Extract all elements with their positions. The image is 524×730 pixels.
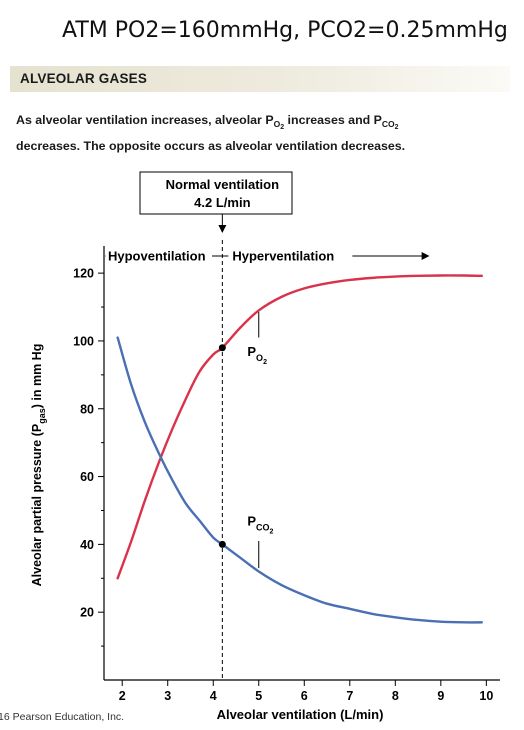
y-axis-label-pre: Alveolar partial pressure (P (30, 424, 44, 587)
x-tick-label: 3 (164, 689, 171, 703)
pco2-normal-point (218, 540, 226, 548)
chart-ticks: 2 3 4 5 6 7 8 9 10 20 40 60 80 100 120 (73, 267, 493, 703)
hypoventilation-label-bg (106, 248, 212, 264)
pco2-label-2: 2 (270, 529, 274, 536)
normal-ventilation-box (139, 171, 293, 215)
normal-ventilation-label: Normal ventilation (166, 177, 279, 192)
pco2-label-text: PCO2 (247, 514, 273, 536)
po2-label-o: O (256, 353, 263, 363)
normal-ventilation-value: 4.2 L/min (194, 195, 250, 210)
y-tick-label: 120 (73, 267, 94, 281)
chart-markers (218, 344, 226, 548)
x-tick-label: 9 (437, 689, 444, 703)
po2-label-2: 2 (263, 359, 267, 366)
ventilation-regions: Hypoventilation Hyperventilation (105, 248, 430, 264)
po2-label-text: PO2 (247, 344, 267, 366)
x-tick-label: 8 (392, 689, 399, 703)
caption-sub-co: CO (381, 119, 395, 129)
y-tick-label: 40 (80, 538, 94, 552)
section-banner: ALVEOLAR GASES (10, 66, 510, 92)
figure-caption: As alveolar ventilation increases, alveo… (16, 111, 520, 156)
po2-normal-point (218, 344, 226, 352)
hyperventilation-label-bg (228, 248, 353, 264)
y-axis-label-post: ) in mm Hg (30, 344, 44, 409)
y-axis-label: Alveolar partial pressure (Pgas) in mm H… (30, 344, 47, 587)
pco2-label-co: CO (256, 523, 270, 533)
section-banner-label: ALVEOLAR GASES (20, 71, 148, 86)
y-axis-label-sub: gas (37, 408, 47, 424)
x-tick-label: 5 (255, 689, 262, 703)
y-tick-label: 20 (80, 606, 94, 620)
x-tick-label: 7 (346, 689, 353, 703)
po2-series-label: PO2 (247, 312, 267, 366)
caption-line-2: decreases. The opposite occurs as alveol… (16, 139, 406, 153)
x-axis-label: Alveolar ventilation (L/min) (217, 707, 384, 722)
y-tick-label: 100 (73, 334, 94, 348)
y-tick-label: 80 (80, 402, 94, 416)
po2-series-line (116, 274, 483, 580)
caption-line-1: As alveolar ventilation increases, alveo… (16, 111, 520, 137)
copyright-notice: 16 Pearson Education, Inc. (0, 711, 124, 723)
pco2-series-label: PCO2 (247, 514, 274, 569)
slide-title: ATM PO2=160mmHg, PCO2=0.25mmHg (62, 18, 508, 43)
x-tick-label: 10 (479, 689, 493, 703)
pco2-series-line (116, 336, 483, 624)
caption-text-b: increases and P (284, 113, 382, 127)
caption-sub-o: O (273, 119, 281, 129)
chart-series (116, 274, 483, 624)
caption-sub-co-2: 2 (394, 124, 399, 131)
chart-axes (103, 246, 500, 681)
y-tick-label: 60 (80, 470, 94, 484)
x-tick-label: 2 (119, 689, 126, 703)
po2-label-p: P (247, 344, 256, 359)
pco2-label-p: P (247, 514, 256, 529)
hyperventilation-label: Hyperventilation (232, 249, 334, 264)
x-tick-label: 6 (301, 689, 308, 703)
caption-sub-o-2: 2 (280, 124, 285, 131)
caption-text-a: As alveolar ventilation increases, alveo… (16, 113, 274, 127)
x-tick-label: 4 (210, 689, 217, 703)
hypoventilation-label: Hypoventilation (108, 249, 206, 264)
